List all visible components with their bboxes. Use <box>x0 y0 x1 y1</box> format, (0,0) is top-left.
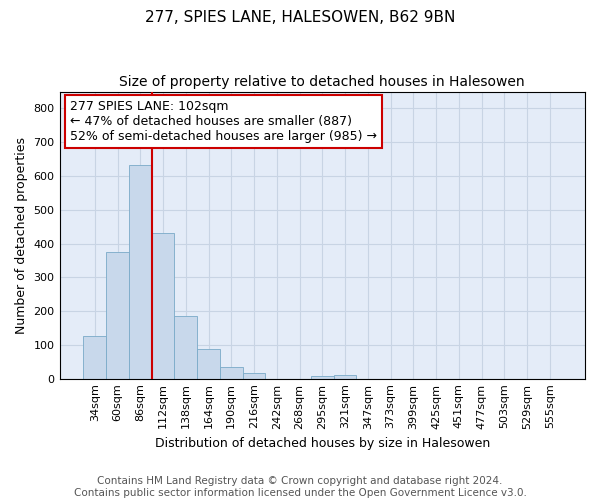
Y-axis label: Number of detached properties: Number of detached properties <box>15 136 28 334</box>
Bar <box>129 165 152 378</box>
Bar <box>220 367 242 378</box>
Text: Contains HM Land Registry data © Crown copyright and database right 2024.
Contai: Contains HM Land Registry data © Crown c… <box>74 476 526 498</box>
Title: Size of property relative to detached houses in Halesowen: Size of property relative to detached ho… <box>119 75 525 89</box>
Text: 277, SPIES LANE, HALESOWEN, B62 9BN: 277, SPIES LANE, HALESOWEN, B62 9BN <box>145 10 455 25</box>
Bar <box>106 252 129 378</box>
Bar <box>197 350 220 378</box>
Bar <box>311 376 334 378</box>
Bar <box>175 316 197 378</box>
Bar <box>152 234 175 378</box>
Bar <box>242 374 265 378</box>
Text: 277 SPIES LANE: 102sqm
← 47% of detached houses are smaller (887)
52% of semi-de: 277 SPIES LANE: 102sqm ← 47% of detached… <box>70 100 377 143</box>
Bar <box>334 376 356 378</box>
X-axis label: Distribution of detached houses by size in Halesowen: Distribution of detached houses by size … <box>155 437 490 450</box>
Bar <box>83 336 106 378</box>
